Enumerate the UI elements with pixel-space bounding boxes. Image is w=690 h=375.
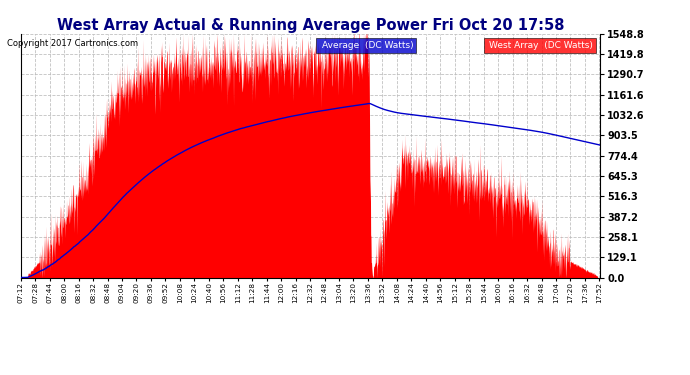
- Text: Copyright 2017 Cartronics.com: Copyright 2017 Cartronics.com: [7, 39, 138, 48]
- Legend: West Array  (DC Watts): West Array (DC Watts): [484, 38, 595, 53]
- Title: West Array Actual & Running Average Power Fri Oct 20 17:58: West Array Actual & Running Average Powe…: [57, 18, 564, 33]
